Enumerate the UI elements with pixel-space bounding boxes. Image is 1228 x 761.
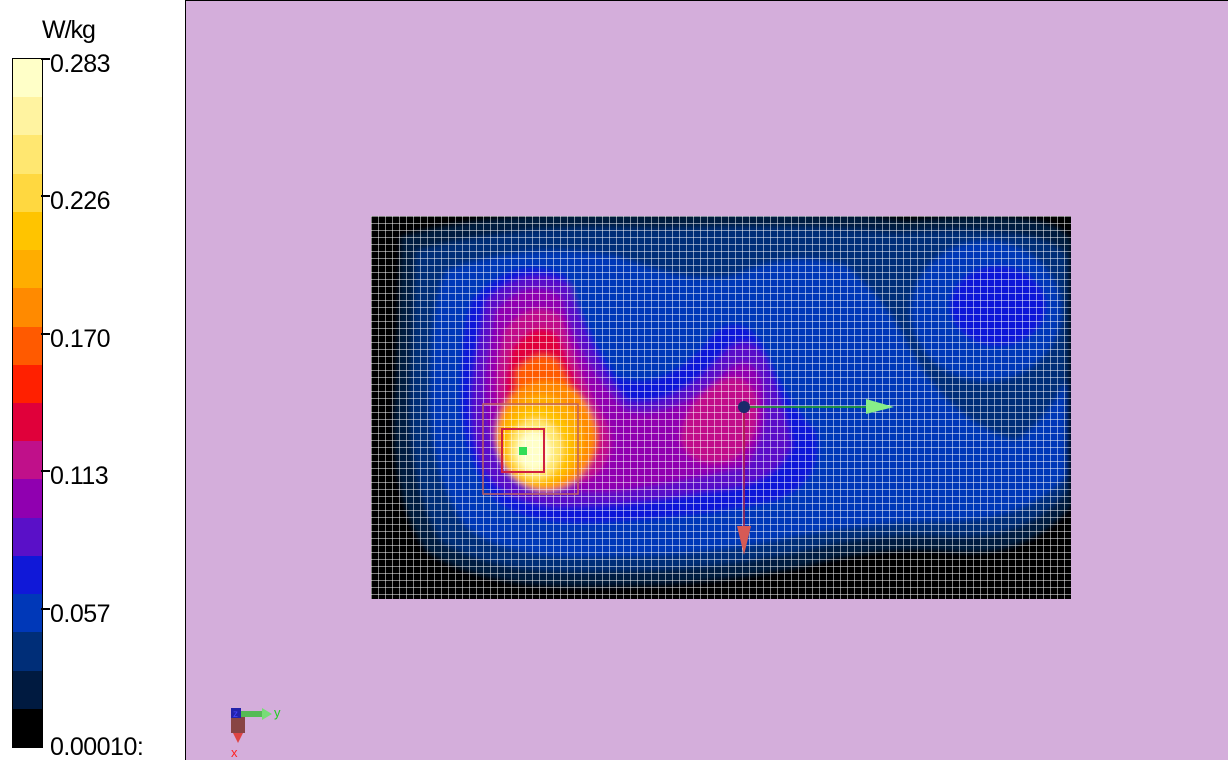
colorbar-band <box>13 288 42 327</box>
triad-x-label: x <box>231 745 238 760</box>
measurement-grid <box>371 216 1071 599</box>
colorbar-tick-label: 0.057 <box>50 600 111 628</box>
colorbar-band <box>13 441 42 480</box>
colorbar-band <box>13 59 42 98</box>
colorbar-tick-label: 0.00010: <box>50 733 144 761</box>
triad-y-label: y <box>274 705 281 720</box>
x-axis-arrow-icon <box>737 526 751 555</box>
viewport-canvas[interactable]: z y x <box>186 1 1228 760</box>
colorbar-tick-label: 0.170 <box>50 325 111 353</box>
colorbar-tick-label: 0.113 <box>50 462 109 490</box>
colorbar-band <box>13 211 42 251</box>
colorbar-tick-mark <box>41 58 50 60</box>
origin-marker <box>738 401 750 413</box>
zoom-scan-volume-outer <box>482 403 579 495</box>
colorbar-band <box>13 594 42 633</box>
triad-z-label: z <box>233 709 238 720</box>
colorbar-band <box>13 555 42 595</box>
colorbar-tick-label: 0.226 <box>50 187 111 215</box>
colorbar-band <box>13 364 42 403</box>
colorbar-band <box>13 402 42 442</box>
colorbar-band <box>13 326 42 365</box>
colorbar-legend: W/kg 0.283 0.226 0.170 0.113 0.057 0.000… <box>0 0 185 761</box>
colorbar-band <box>13 135 42 174</box>
unit-label: W/kg <box>42 16 96 44</box>
colorbar-band <box>13 632 42 671</box>
y-axis-arrow-icon <box>866 399 894 414</box>
colorbar-band <box>13 708 42 747</box>
colorbar <box>12 58 43 748</box>
sar-measurement-plate <box>371 216 1071 599</box>
peak-location-box <box>501 428 545 473</box>
colorbar-tick-label: 0.283 <box>50 50 111 78</box>
colorbar-tick-mark <box>41 470 50 472</box>
orientation-triad[interactable]: z y x <box>231 705 281 760</box>
colorbar-tick-mark <box>41 195 50 197</box>
colorbar-band <box>13 97 42 136</box>
phantom-reference-axes <box>737 399 894 555</box>
colorbar-band <box>13 517 42 556</box>
colorbar-band <box>13 670 42 709</box>
colorbar-band <box>13 250 42 289</box>
3d-viewport[interactable]: z y x <box>185 0 1228 760</box>
colorbar-tick-mark <box>41 608 50 610</box>
peak-location-marker <box>519 447 527 455</box>
colorbar-tick-mark <box>41 333 50 335</box>
colorbar-band <box>13 173 42 212</box>
colorbar-band <box>13 479 42 518</box>
